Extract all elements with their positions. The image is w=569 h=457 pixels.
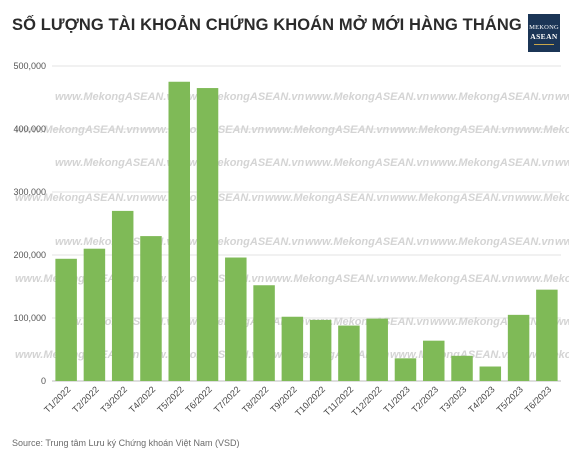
bar bbox=[366, 318, 388, 381]
watermark-text: www.MekongASEAN.vn bbox=[430, 157, 555, 169]
x-axis-ticks: T1/2022T2/2022T3/2022T4/2022T5/2022T6/20… bbox=[42, 384, 553, 418]
watermark-text: www.MekongASEAN.vn bbox=[305, 157, 430, 169]
bar bbox=[281, 316, 304, 381]
logo-rule bbox=[534, 44, 554, 45]
x-tick-label: T3/2023 bbox=[438, 384, 468, 414]
bar bbox=[451, 355, 473, 381]
watermark-text: www.MekongASEAN.vn bbox=[15, 192, 140, 204]
watermark-text: www.MekongASEAN.vn bbox=[265, 192, 390, 204]
watermark-text: www.MekongASEAN.vn bbox=[515, 273, 569, 285]
watermark-text: www.MekongASEAN.vn bbox=[555, 157, 569, 169]
watermark-text: www.MekongASEAN.vn bbox=[390, 124, 515, 136]
logo-line-2: ASEAN bbox=[530, 32, 558, 41]
watermark-text: www.MekongASEAN.vn bbox=[430, 91, 555, 103]
x-tick-label: T2/2023 bbox=[410, 384, 440, 414]
logo-line-1: MEKONG bbox=[529, 24, 559, 31]
x-tick-label: T7/2022 bbox=[212, 384, 242, 414]
y-axis-ticks: 0 100,000 200,000 300,000 400,000 500,000 bbox=[13, 61, 46, 386]
x-tick-label: T4/2023 bbox=[466, 384, 496, 414]
bar bbox=[196, 88, 219, 382]
watermark-text: www.MekongASEAN.vn bbox=[15, 349, 140, 361]
x-tick-label: T3/2022 bbox=[99, 384, 129, 414]
bar bbox=[536, 289, 558, 381]
mekong-asean-logo: MEKONG ASEAN bbox=[528, 14, 560, 52]
x-tick-label: T10/2022 bbox=[293, 384, 327, 418]
x-tick-label: T12/2022 bbox=[350, 384, 384, 418]
watermark-text: www.MekongASEAN.vn bbox=[55, 157, 180, 169]
watermark-text: www.MekongASEAN.vn bbox=[515, 124, 569, 136]
bar bbox=[253, 285, 275, 381]
y-tick-label: 200,000 bbox=[13, 250, 46, 260]
watermark-text: www.MekongASEAN.vn bbox=[515, 192, 569, 204]
watermark-text: www.MekongASEAN.vn bbox=[305, 91, 430, 103]
bars bbox=[55, 81, 558, 382]
bar bbox=[507, 314, 530, 381]
y-tick-label: 0 bbox=[41, 376, 46, 386]
watermark-text: www.MekongASEAN.vn bbox=[55, 91, 180, 103]
watermark-text: www.MekongASEAN.vn bbox=[430, 236, 555, 248]
x-tick-label: T4/2022 bbox=[127, 384, 157, 414]
watermark-text: www.MekongASEAN.vn bbox=[430, 316, 555, 328]
y-tick-label: 100,000 bbox=[13, 313, 46, 323]
watermark-text: www.MekongASEAN.vn bbox=[390, 349, 515, 361]
watermark-text: www.MekongASEAN.vn bbox=[555, 316, 569, 328]
bar bbox=[394, 358, 417, 381]
chart-title: SỐ LƯỢNG TÀI KHOẢN CHỨNG KHOÁN MỞ MỚI HÀ… bbox=[12, 16, 522, 34]
watermark-text: www.MekongASEAN.vn bbox=[555, 236, 569, 248]
source-note: Source: Trung tâm Lưu ký Chứng khoán Việ… bbox=[12, 438, 240, 448]
watermark-text: www.MekongASEAN.vn bbox=[15, 124, 140, 136]
watermark-text: www.MekongASEAN.vn bbox=[265, 124, 390, 136]
y-tick-label: 500,000 bbox=[13, 61, 46, 71]
watermark-text: www.MekongASEAN.vn bbox=[305, 236, 430, 248]
bar bbox=[423, 340, 445, 381]
bar bbox=[225, 257, 247, 381]
x-tick-label: T5/2022 bbox=[155, 384, 185, 414]
y-tick-label: 400,000 bbox=[13, 124, 46, 134]
bar bbox=[338, 325, 360, 381]
bar bbox=[140, 236, 162, 381]
watermark-text: www.MekongASEAN.vn bbox=[15, 273, 140, 285]
watermark-text: www.MekongASEAN.vn bbox=[390, 273, 515, 285]
x-tick-label: T2/2022 bbox=[70, 384, 100, 414]
x-tick-label: T6/2022 bbox=[184, 384, 214, 414]
bar bbox=[309, 319, 332, 381]
watermark-text: www.MekongASEAN.vn bbox=[390, 192, 515, 204]
x-tick-label: T5/2023 bbox=[495, 384, 525, 414]
bar bbox=[111, 210, 134, 381]
x-tick-label: T6/2023 bbox=[523, 384, 553, 414]
watermark-text: www.MekongASEAN.vn bbox=[265, 273, 390, 285]
bar bbox=[479, 366, 502, 381]
bar bbox=[55, 258, 77, 381]
x-tick-label: T1/2022 bbox=[42, 384, 72, 414]
gridlines bbox=[52, 65, 561, 382]
bar bbox=[83, 248, 106, 381]
x-tick-label: T1/2023 bbox=[381, 384, 411, 414]
watermark-text: www.MekongASEAN.vn bbox=[555, 91, 569, 103]
x-tick-label: T8/2022 bbox=[240, 384, 270, 414]
y-tick-label: 300,000 bbox=[13, 187, 46, 197]
bar bbox=[168, 81, 190, 381]
